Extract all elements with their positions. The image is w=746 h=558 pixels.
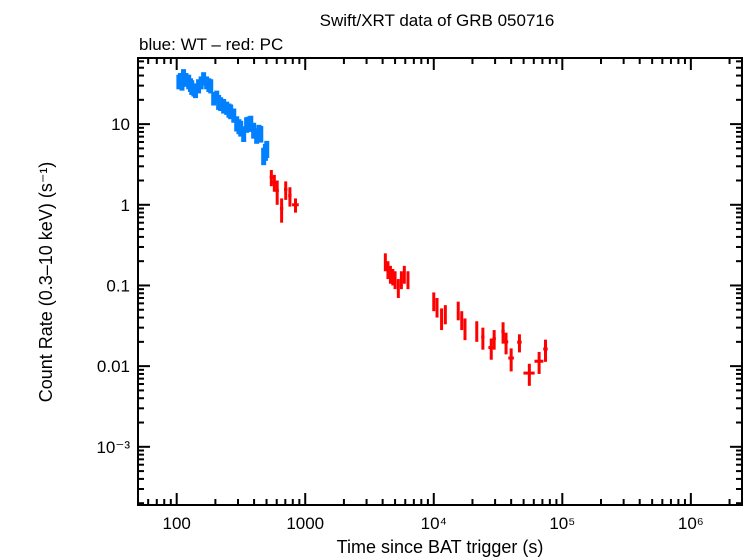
x-tick-label: 10⁵: [549, 514, 575, 533]
data-point: [517, 334, 522, 353]
data-point: [463, 318, 467, 341]
data-point: [258, 125, 264, 143]
data-point: [406, 271, 410, 290]
data-point: [481, 327, 485, 350]
data-point: [508, 348, 514, 372]
data-point: [435, 297, 439, 318]
series-wt: [176, 69, 270, 166]
data-point: [399, 271, 403, 290]
data-point: [208, 79, 214, 94]
data-point: [543, 339, 548, 362]
data-point: [492, 330, 496, 350]
data-point: [388, 265, 392, 284]
data-point: [475, 321, 479, 342]
axes-layer: 100 1000 10⁴ 10⁵ 10⁶ 10 1 0.1 0.01 10⁻³: [96, 58, 742, 533]
data-point: [432, 292, 436, 312]
data-point: [460, 311, 464, 331]
y-tick-label: 10: [111, 115, 130, 134]
data-point: [269, 169, 273, 187]
x-tick-label: 10⁴: [421, 514, 447, 533]
y-tick-label: 0.1: [106, 276, 130, 295]
data-point: [391, 268, 395, 286]
plot-frame: [137, 57, 743, 506]
data-point: [279, 198, 284, 223]
data-point: [383, 253, 387, 272]
x-axis-label: Time since BAT trigger (s): [337, 537, 544, 557]
x-tick-label: 100: [163, 514, 191, 533]
data-point: [241, 126, 247, 143]
data-point: [402, 265, 406, 284]
y-tick-label: 1: [121, 196, 130, 215]
data-point: [440, 308, 444, 331]
data-point: [523, 363, 535, 386]
data-point: [443, 305, 447, 325]
data-point: [275, 180, 279, 205]
data-point: [292, 198, 299, 213]
data-point: [248, 115, 254, 131]
data-point: [386, 261, 390, 280]
data-point: [503, 332, 509, 355]
chart-title: Swift/XRT data of GRB 050716: [320, 11, 555, 30]
data-point: [396, 279, 400, 298]
y-tick-label: 10⁻³: [96, 438, 130, 457]
data-point: [264, 140, 270, 159]
data-point: [231, 108, 237, 123]
data-point: [501, 322, 505, 344]
chart-subtitle: blue: WT – red: PC: [139, 35, 283, 54]
data-layer: [176, 69, 548, 386]
y-axis-label: Count Rate (0.3–10 keV) (s⁻¹): [36, 162, 56, 403]
x-tick-label: 1000: [286, 514, 324, 533]
data-point: [284, 181, 288, 200]
y-tick-label: 0.01: [97, 357, 130, 376]
data-point: [534, 351, 544, 374]
data-point: [272, 174, 276, 192]
data-point: [288, 187, 292, 207]
series-pc: [269, 169, 548, 386]
x-tick-label: 10⁶: [678, 514, 704, 533]
data-point: [456, 301, 460, 321]
data-point: [393, 271, 397, 290]
